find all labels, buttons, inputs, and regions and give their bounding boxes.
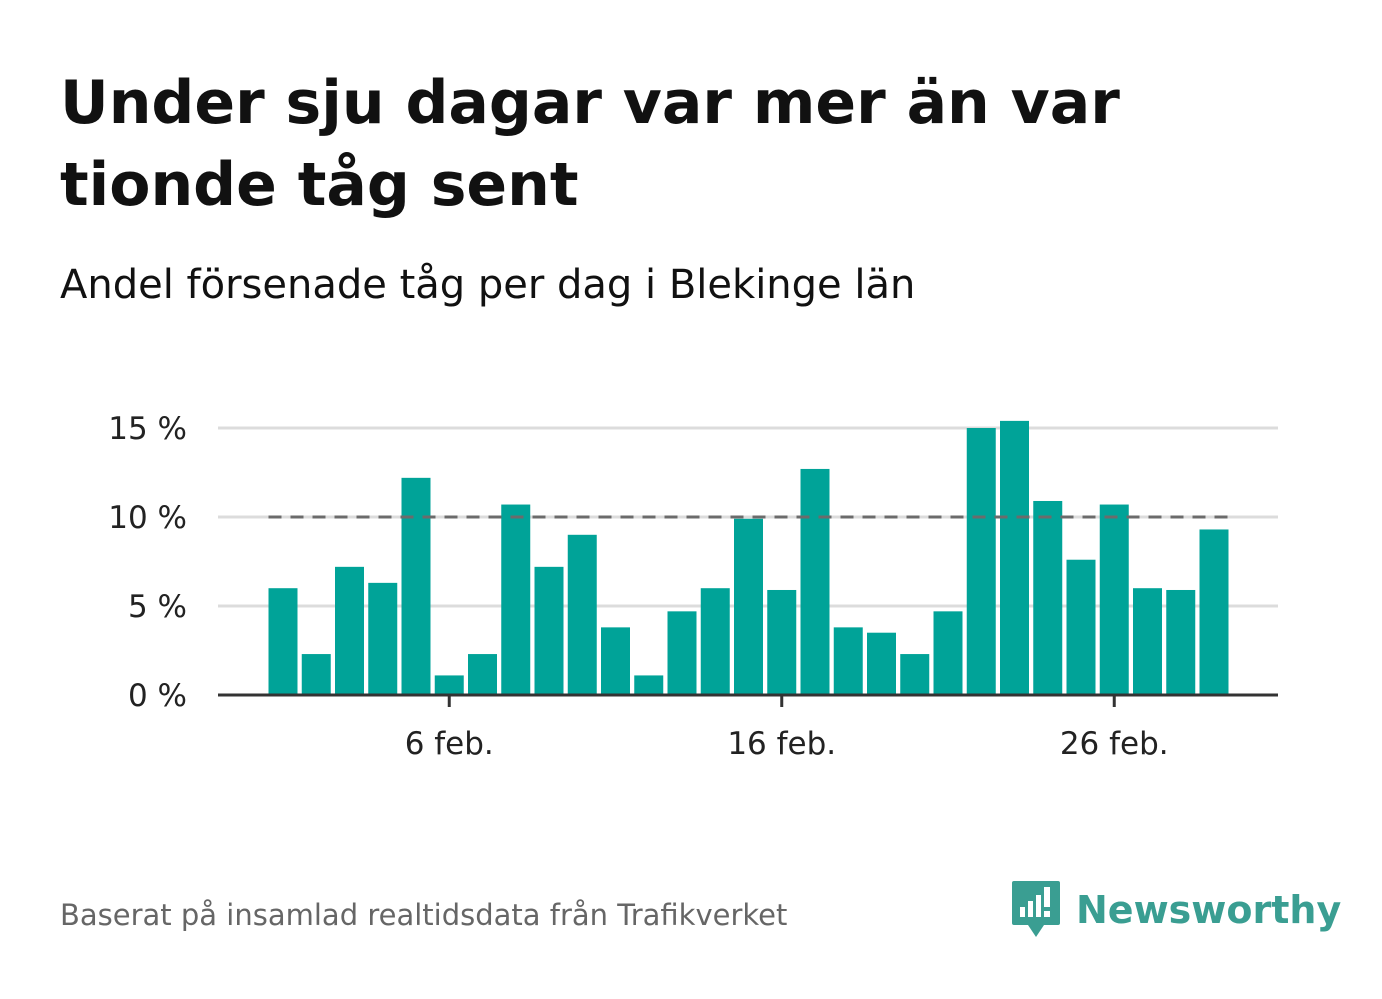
bar (368, 582, 398, 695)
newsworthy-logo-icon (1012, 881, 1060, 937)
bar (1166, 589, 1196, 695)
x-tick-label: 26 feb. (1060, 726, 1169, 762)
x-tick-label: 16 feb. (727, 726, 836, 762)
bar (1199, 529, 1229, 695)
bar (667, 611, 697, 695)
bar (634, 675, 664, 695)
bar (767, 589, 797, 695)
y-axis-labels: 0 % 5 % 10 % 15 % (108, 411, 187, 714)
bars (268, 420, 1229, 695)
bar (833, 627, 863, 695)
bar (1033, 500, 1063, 695)
y-tick-label: 5 % (128, 589, 187, 625)
newsworthy-brand: Newsworthy (1010, 878, 1341, 942)
bar (401, 477, 431, 695)
y-tick-label: 10 % (108, 500, 187, 536)
y-tick-label: 15 % (108, 411, 187, 447)
x-axis-labels: 6 feb. 16 feb. 26 feb. (405, 726, 1169, 762)
bar (734, 518, 763, 695)
bar (468, 654, 497, 695)
chart-title: Under sju dagar var mer än var tionde tå… (60, 68, 1120, 220)
bar (900, 654, 930, 695)
x-tick-label: 6 feb. (405, 726, 494, 762)
bar (700, 588, 730, 695)
bar (434, 675, 464, 695)
y-tick-label: 0 % (128, 678, 187, 714)
bar (534, 566, 564, 695)
bar (567, 534, 597, 695)
x-axis (218, 693, 1278, 707)
chart-subtitle: Andel försenade tåg per dag i Blekinge l… (60, 262, 916, 308)
source-note: Baserat på insamlad realtidsdata från Tr… (60, 898, 788, 932)
bar (933, 611, 963, 695)
bar (800, 468, 830, 695)
brand-name: Newsworthy (1076, 888, 1342, 932)
bar (1099, 504, 1129, 695)
bar (601, 627, 630, 695)
bar (966, 428, 996, 695)
bar (1000, 420, 1029, 695)
bar (301, 654, 331, 695)
bar (867, 632, 896, 695)
bar (268, 588, 298, 695)
bar (1133, 588, 1162, 695)
bar (1066, 559, 1096, 695)
bar (335, 566, 364, 695)
bar (501, 504, 531, 695)
